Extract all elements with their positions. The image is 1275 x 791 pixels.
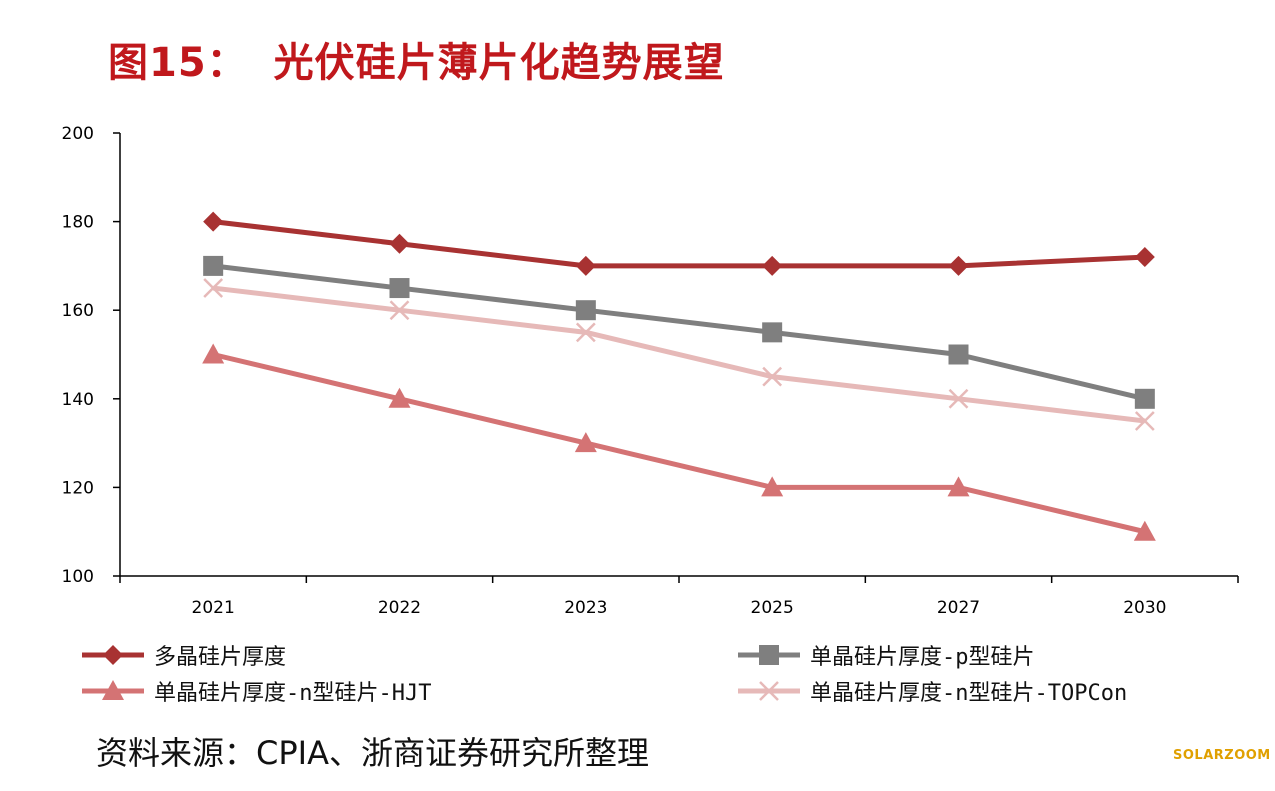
series-3-point-2023 [575, 322, 596, 343]
series-2-point-2022 [388, 387, 411, 408]
series-0-point-2030 [1134, 247, 1155, 268]
series-0-point-2023 [575, 255, 596, 276]
series-1-point-2027 [948, 344, 969, 365]
y-tick-label-160: 160 [62, 301, 94, 321]
series-line-0 [212, 219, 1145, 269]
x-tick-label-2027: 2027 [937, 598, 980, 618]
series-3-point-2027 [948, 388, 969, 409]
x-tick-label-2023: 2023 [564, 598, 607, 618]
series-2-point-2027 [947, 476, 970, 497]
watermark-logo: SOLARZOOM [1173, 748, 1271, 763]
series-1-point-2021 [203, 255, 224, 276]
figure-title-prefix: 图15： [108, 40, 248, 86]
series-2-point-2025 [761, 476, 784, 497]
series-3-point-2025 [762, 366, 783, 387]
x-tick-label-2022: 2022 [378, 598, 421, 618]
series-3-point-2021 [203, 278, 224, 298]
x-tick-label-2025: 2025 [751, 598, 794, 618]
series-line-2 [212, 352, 1146, 535]
series-0-point-2025 [762, 255, 783, 276]
series-line-3 [212, 285, 1146, 424]
series-3-point-2022 [389, 300, 410, 321]
series-line-1 [212, 263, 1146, 402]
y-tick-label-200: 200 [62, 124, 94, 144]
figure-title: 图15： 光伏硅片薄片化趋势展望 [108, 30, 725, 88]
series-2-point-2030 [1133, 520, 1156, 541]
x-tick-label-2021: 2021 [192, 598, 235, 618]
y-tick-label-120: 120 [62, 478, 94, 498]
series-2-point-2023 [574, 432, 597, 453]
x-tick-label-2030: 2030 [1123, 598, 1166, 618]
y-tick-label-100: 100 [62, 567, 94, 587]
series-3-point-2030 [1134, 411, 1155, 431]
source-note: 资料来源：CPIA、浙商证券研究所整理 [96, 734, 649, 772]
series-0-point-2021 [203, 211, 224, 232]
series-1-point-2025 [762, 322, 783, 343]
series-0-point-2027 [948, 255, 969, 276]
series-0-point-2022 [389, 233, 410, 254]
series-1-point-2022 [389, 278, 410, 299]
figure-title-text: 光伏硅片薄片化趋势展望 [273, 40, 725, 86]
y-tick-label-180: 180 [62, 213, 94, 233]
series-2-point-2021 [202, 343, 225, 364]
series-1-point-2030 [1134, 388, 1155, 409]
series-1-point-2023 [575, 300, 596, 321]
y-tick-label-140: 140 [62, 390, 94, 410]
